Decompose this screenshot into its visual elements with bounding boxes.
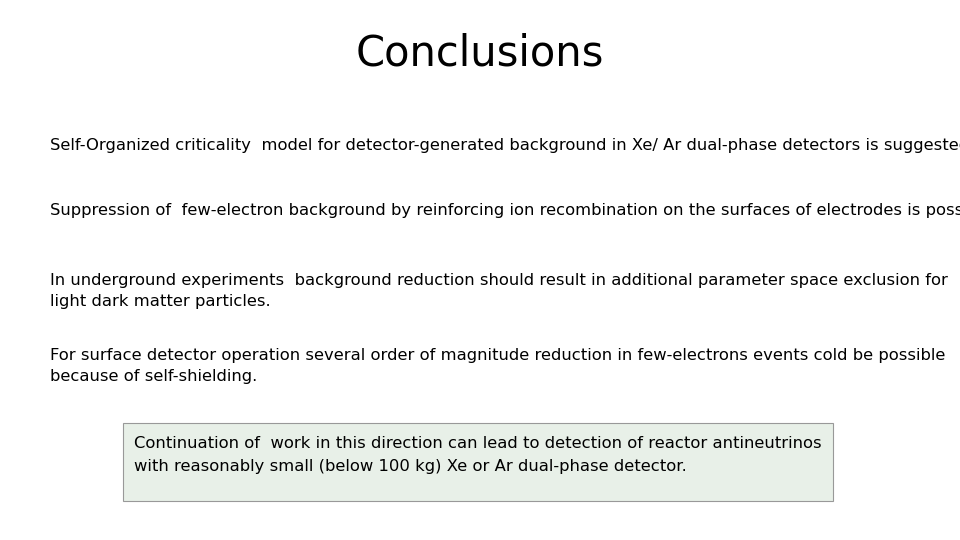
Text: Continuation of  work in this direction can lead to detection of reactor antineu: Continuation of work in this direction c…: [134, 436, 822, 474]
Text: Self-Organized criticality  model for detector-generated background in Xe/ Ar du: Self-Organized criticality model for det…: [50, 138, 960, 153]
Text: In underground experiments  background reduction should result in additional par: In underground experiments background re…: [50, 273, 948, 309]
Text: Conclusions: Conclusions: [356, 32, 604, 75]
Text: For surface detector operation several order of magnitude reduction in few-elect: For surface detector operation several o…: [50, 348, 946, 384]
FancyBboxPatch shape: [123, 423, 833, 501]
Text: Suppression of  few-electron background by reinforcing ion recombination on the : Suppression of few-electron background b…: [50, 202, 960, 218]
